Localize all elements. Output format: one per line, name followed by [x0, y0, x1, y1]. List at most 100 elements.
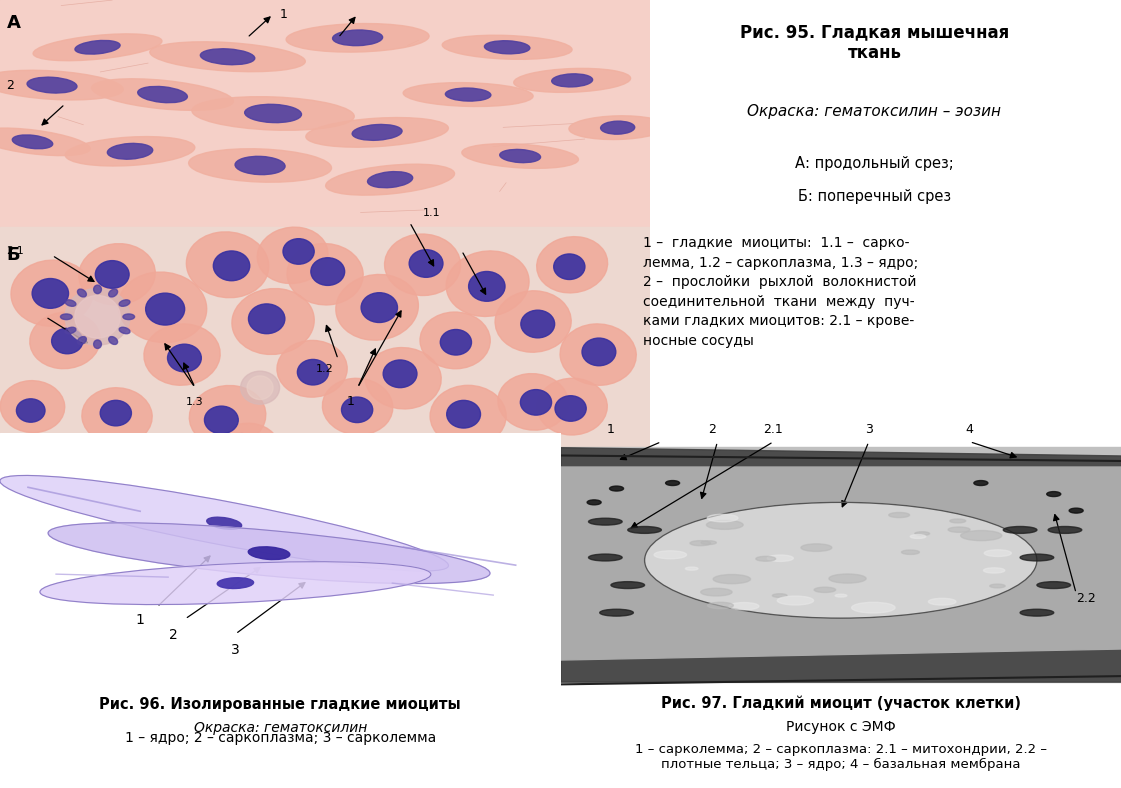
Ellipse shape	[685, 567, 698, 571]
Ellipse shape	[213, 251, 250, 281]
Text: Б: Б	[7, 246, 20, 264]
Ellipse shape	[495, 291, 572, 352]
Ellipse shape	[498, 374, 568, 430]
Ellipse shape	[768, 555, 794, 561]
Ellipse shape	[119, 272, 206, 343]
Ellipse shape	[78, 243, 156, 305]
Ellipse shape	[645, 503, 1037, 618]
Ellipse shape	[1020, 554, 1054, 561]
Text: Рис. 97. Гладкий миоцит (участок клетки): Рис. 97. Гладкий миоцит (участок клетки)	[660, 695, 1021, 711]
Text: 2.2: 2.2	[1076, 593, 1096, 605]
Ellipse shape	[983, 568, 1004, 573]
Ellipse shape	[552, 74, 593, 87]
Ellipse shape	[297, 359, 328, 385]
Ellipse shape	[34, 34, 161, 61]
Ellipse shape	[385, 234, 461, 296]
Ellipse shape	[990, 584, 1006, 588]
Ellipse shape	[189, 385, 266, 447]
Text: 1 –  гладкие  миоциты:  1.1 –  сарко-
лемма, 1.2 – саркоплазма, 1.3 – ядро;
2 – : 1 – гладкие миоциты: 1.1 – сарко- лемма,…	[642, 236, 918, 348]
Text: 1.1: 1.1	[423, 208, 441, 217]
Ellipse shape	[282, 239, 314, 264]
Ellipse shape	[587, 500, 601, 505]
Text: 1.2: 1.2	[316, 364, 334, 374]
Ellipse shape	[513, 69, 631, 92]
Ellipse shape	[445, 88, 491, 101]
Text: 1.3: 1.3	[186, 397, 204, 407]
Ellipse shape	[333, 30, 382, 46]
Ellipse shape	[666, 481, 679, 485]
Text: 2.1: 2.1	[7, 246, 25, 255]
Ellipse shape	[167, 344, 202, 372]
Ellipse shape	[336, 274, 418, 340]
Ellipse shape	[119, 299, 130, 307]
Ellipse shape	[217, 578, 253, 589]
Ellipse shape	[814, 587, 835, 593]
Text: 1 – сарколемма; 2 – саркоплазма: 2.1 – митохондрии, 2.2 –
плотные тельца; 3 – яд: 1 – сарколемма; 2 – саркоплазма: 2.1 – м…	[634, 742, 1047, 771]
Ellipse shape	[232, 288, 314, 355]
Ellipse shape	[910, 534, 926, 538]
Text: Окраска: гематоксилин: Окраска: гематоксилин	[194, 721, 367, 735]
Text: 3: 3	[864, 423, 873, 437]
Ellipse shape	[0, 381, 65, 433]
Ellipse shape	[462, 143, 578, 169]
Ellipse shape	[109, 336, 118, 344]
Ellipse shape	[948, 527, 970, 533]
Ellipse shape	[75, 296, 120, 338]
Ellipse shape	[442, 35, 572, 59]
Ellipse shape	[582, 338, 615, 366]
Ellipse shape	[610, 486, 623, 491]
Ellipse shape	[701, 589, 732, 596]
Ellipse shape	[0, 70, 123, 100]
Text: 1: 1	[348, 396, 355, 408]
Ellipse shape	[123, 314, 135, 320]
Text: Рис. 95. Гладкая мышечная
ткань: Рис. 95. Гладкая мышечная ткань	[740, 24, 1009, 62]
Ellipse shape	[27, 77, 77, 93]
Ellipse shape	[40, 562, 430, 604]
Text: 1: 1	[136, 613, 145, 627]
Ellipse shape	[235, 156, 285, 175]
Ellipse shape	[555, 396, 586, 422]
Ellipse shape	[611, 582, 645, 589]
Ellipse shape	[0, 475, 448, 571]
Ellipse shape	[12, 135, 53, 149]
Ellipse shape	[772, 593, 787, 597]
Ellipse shape	[11, 260, 93, 326]
Ellipse shape	[928, 598, 956, 605]
Ellipse shape	[701, 541, 716, 545]
Ellipse shape	[188, 149, 332, 182]
Text: Б: поперечный срез: Б: поперечный срез	[798, 189, 951, 204]
Ellipse shape	[984, 550, 1011, 556]
Ellipse shape	[323, 378, 392, 435]
Ellipse shape	[257, 227, 328, 284]
Ellipse shape	[520, 389, 552, 415]
Ellipse shape	[82, 388, 152, 444]
Ellipse shape	[352, 125, 402, 140]
Ellipse shape	[143, 324, 220, 385]
Ellipse shape	[94, 340, 101, 348]
Ellipse shape	[600, 609, 633, 616]
Ellipse shape	[802, 544, 832, 552]
Text: А: продольный срез;: А: продольный срез;	[795, 156, 954, 171]
Ellipse shape	[138, 87, 187, 102]
Ellipse shape	[306, 117, 448, 147]
Ellipse shape	[828, 574, 867, 583]
Ellipse shape	[326, 164, 454, 195]
Ellipse shape	[48, 522, 490, 584]
Ellipse shape	[404, 83, 534, 106]
Ellipse shape	[601, 121, 634, 134]
Ellipse shape	[0, 128, 90, 155]
Ellipse shape	[383, 360, 417, 388]
Ellipse shape	[201, 49, 254, 65]
Ellipse shape	[342, 397, 372, 422]
Ellipse shape	[537, 236, 608, 293]
Ellipse shape	[95, 261, 129, 288]
Ellipse shape	[277, 340, 348, 397]
Ellipse shape	[915, 532, 929, 535]
Ellipse shape	[420, 312, 490, 369]
Ellipse shape	[65, 299, 76, 307]
Ellipse shape	[409, 250, 443, 277]
Ellipse shape	[521, 310, 555, 338]
Ellipse shape	[589, 519, 622, 525]
Bar	[0, 227, 650, 473]
Ellipse shape	[186, 232, 269, 298]
